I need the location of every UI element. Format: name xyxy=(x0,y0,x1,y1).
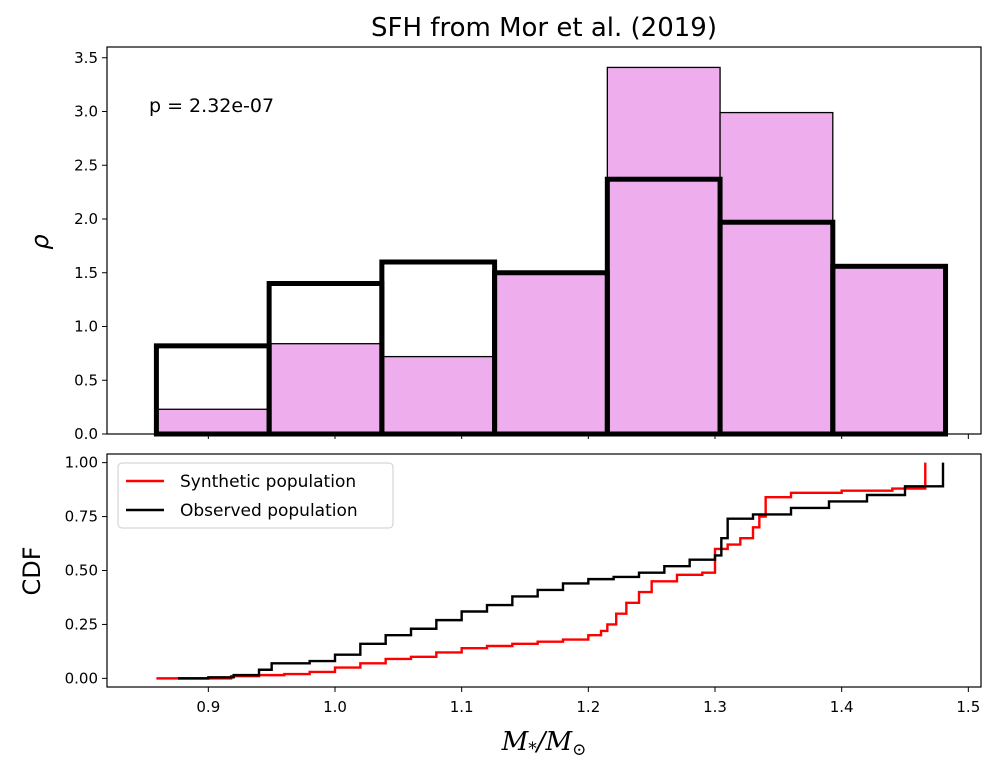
histogram-y-ticks: 0.0 0.5 1.0 1.5 2.0 2.5 3.0 3.5 xyxy=(74,49,107,443)
cdf-x-ticks: 0.9 1.0 1.1 1.2 1.3 1.4 1.5 xyxy=(196,687,980,716)
y-tick-label: 2.0 xyxy=(74,210,98,228)
y-tick-label: 1.5 xyxy=(74,264,98,282)
y-tick-label: 1.0 xyxy=(74,318,98,336)
y-tick-label: 0.5 xyxy=(74,371,98,389)
synthetic-bar xyxy=(493,272,608,435)
x-label-main: M xyxy=(501,727,530,757)
histogram-axes-frame xyxy=(106,46,982,435)
synthetic-bar xyxy=(719,111,834,435)
cdf-y-label: CDF xyxy=(18,546,46,595)
cdf-panel: 0.00 0.25 0.50 0.75 1.00 0.9 1.0 1.1 1.2 1.3 1.4 1… xyxy=(18,453,982,760)
x-label-mid: /M xyxy=(534,727,574,757)
y-tick-label: 0.0 xyxy=(74,425,98,443)
synthetic-bar xyxy=(268,343,383,435)
y-tick-label: 1.00 xyxy=(65,454,98,472)
chart-title: SFH from Mor et al. (2019) xyxy=(371,13,717,43)
histogram-panel: 0.0 0.5 1.0 1.5 2.0 2.5 3.0 3.5 SFH from Mor et… xyxy=(26,13,982,443)
histogram-x-ticks xyxy=(207,434,969,439)
x-axis-label: M*/M⊙ xyxy=(501,727,587,760)
synthetic-bars xyxy=(155,66,947,435)
y-tick-label: 3.5 xyxy=(74,49,98,67)
legend-label-synthetic: Synthetic population xyxy=(180,472,356,492)
x-label-sun: ⊙ xyxy=(572,740,586,760)
legend-label-observed: Observed population xyxy=(180,501,358,521)
synthetic-cdf-line xyxy=(156,462,927,680)
y-tick-label: 0.75 xyxy=(65,508,98,526)
y-tick-label: 3.0 xyxy=(74,103,98,121)
x-tick-label: 1.2 xyxy=(576,698,600,716)
x-tick-label: 1.3 xyxy=(703,698,727,716)
legend-box xyxy=(117,462,394,529)
synthetic-bar xyxy=(832,265,947,435)
x-tick-label: 1.0 xyxy=(323,698,347,716)
y-tick-label: 0.00 xyxy=(65,669,98,687)
cdf-legend: Synthetic population Observed population xyxy=(117,462,394,529)
histogram-y-label: ρ xyxy=(26,234,54,249)
observed-cdf-line xyxy=(177,462,945,680)
synthetic-bar xyxy=(155,408,270,435)
p-value-annotation: p = 2.32e-07 xyxy=(149,95,274,117)
synthetic-bar xyxy=(381,355,496,435)
x-tick-label: 1.4 xyxy=(830,698,854,716)
y-tick-label: 0.50 xyxy=(65,562,98,580)
x-tick-label: 1.1 xyxy=(450,698,474,716)
y-tick-label: 2.5 xyxy=(74,156,98,174)
x-tick-label: 0.9 xyxy=(196,698,220,716)
x-tick-label: 1.5 xyxy=(956,698,980,716)
x-label-subscript: * xyxy=(528,739,537,759)
synthetic-bar xyxy=(606,66,721,435)
cdf-lines xyxy=(156,462,945,680)
y-tick-label: 0.25 xyxy=(65,615,98,633)
cdf-y-ticks: 0.00 0.25 0.50 0.75 1.00 xyxy=(65,454,107,687)
